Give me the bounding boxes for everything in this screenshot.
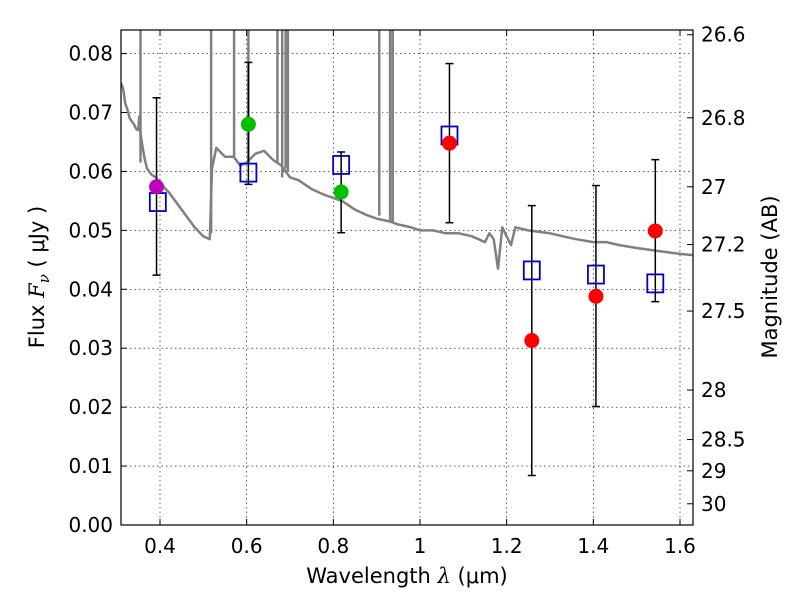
- x-tick-label: 0.4: [144, 534, 176, 558]
- y-tick-label: 0.05: [68, 218, 113, 242]
- plot-background: [121, 30, 693, 525]
- magnitude-tick-label: 27.2: [701, 233, 746, 257]
- magnitude-tick-label: 26.6: [701, 23, 746, 47]
- x-tick-label: 0.8: [317, 534, 349, 558]
- y-tick-label: 0.01: [68, 454, 113, 478]
- x-tick-label: 0.6: [231, 534, 263, 558]
- x-tick-label: 1.6: [664, 534, 696, 558]
- model-photometry-point: [646, 273, 665, 294]
- magnitude-axis-ticks: 26.6 26.8 27 27.2 27.5 28 28.5 29 30: [687, 23, 746, 516]
- magnitude-tick-label: 27.5: [701, 299, 746, 323]
- x-tick-label: 1.2: [491, 534, 523, 558]
- x-axis-title: Wavelength λ (μm): [306, 564, 507, 588]
- y-axis-title: Flux Fν ( μJy ): [25, 206, 53, 348]
- magnitude-tick-label: 29: [701, 459, 726, 483]
- x-tick-label: 1.4: [577, 534, 609, 558]
- observed-point: [149, 179, 165, 195]
- y-tick-label: 0.08: [68, 42, 113, 66]
- y-tick-label: 0.04: [68, 277, 113, 301]
- y-tick-label: 0.02: [68, 395, 113, 419]
- model-photometry-point: [332, 155, 351, 175]
- model-spectrum-line: [121, 82, 693, 270]
- y-tick-label: 0.03: [68, 336, 113, 360]
- magnitude-axis-title: Magnitude (AB): [758, 195, 782, 358]
- magnitude-tick-label: 28: [701, 378, 726, 402]
- magnitude-tick-label: 28.5: [701, 428, 746, 452]
- y-tick-label: 0.06: [68, 159, 113, 183]
- y-tick-label: 0.00: [68, 513, 113, 537]
- y-axis-ticks: 0.00 0.01 0.02 0.03 0.04 0.05 0.06 0.07 0.08: [68, 42, 127, 537]
- model-photometry-point: [522, 260, 541, 281]
- observed-point: [240, 116, 256, 132]
- magnitude-tick-label: 27: [701, 175, 726, 199]
- model-photometry-point: [587, 264, 605, 285]
- magnitude-tick-label: 30: [701, 492, 726, 516]
- x-axis-ticks: 0.4 0.6 0.8 1 1.2 1.4 1.6: [144, 30, 696, 558]
- observed-point: [333, 184, 349, 200]
- model-spectrum-layer: [121, 30, 693, 270]
- grid-lines: [121, 30, 693, 526]
- observed-photometry-layer: [149, 116, 663, 349]
- model-photometry-point: [239, 162, 258, 183]
- y-tick-label: 0.07: [68, 101, 113, 125]
- magnitude-tick-label: 26.8: [701, 106, 746, 130]
- observed-point: [588, 288, 604, 304]
- x-tick-label: 1: [414, 534, 427, 558]
- observed-point: [441, 135, 457, 151]
- plot-frame: [120, 29, 694, 526]
- observed-point: [647, 223, 663, 239]
- observed-point: [524, 333, 540, 349]
